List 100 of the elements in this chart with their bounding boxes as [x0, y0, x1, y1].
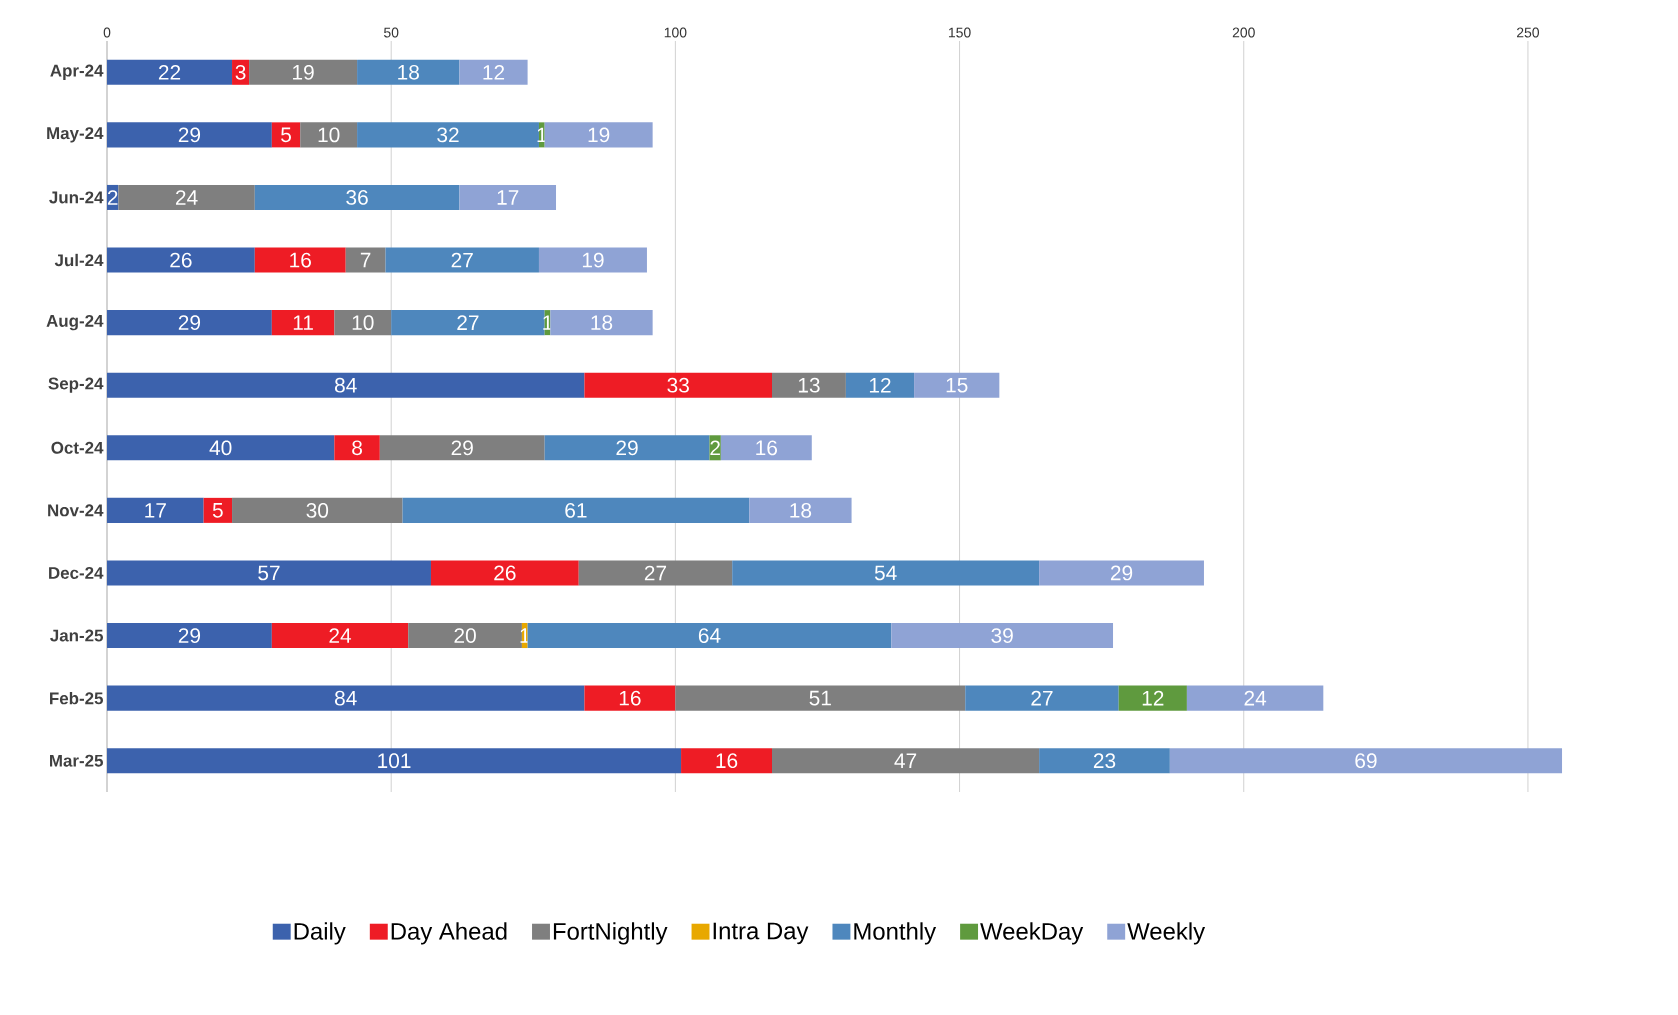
bar	[118, 184, 255, 210]
x-tick-label: 200	[1232, 27, 1255, 38]
data-label: 51	[809, 690, 831, 706]
data-label: 10	[352, 315, 374, 331]
data-label: 3	[235, 64, 246, 80]
data-label: 32	[437, 127, 459, 143]
bar	[675, 685, 966, 711]
data-label: 2	[710, 440, 720, 456]
bar	[1186, 685, 1324, 711]
data-label: 54	[874, 565, 897, 581]
y-tick-label: Dec-24	[49, 566, 104, 579]
data-label: 5	[281, 127, 291, 143]
data-label: 27	[644, 565, 667, 581]
legend-label: Day Ahead	[391, 922, 507, 945]
data-label: 84	[334, 690, 357, 706]
data-label: 84	[334, 377, 357, 393]
bar	[402, 497, 750, 523]
data-label: 29	[178, 127, 201, 143]
bar	[107, 247, 255, 273]
bar	[107, 122, 272, 148]
y-tick-label: Apr-24	[50, 64, 104, 80]
bar	[914, 372, 1000, 398]
bar	[391, 310, 545, 336]
bar	[430, 560, 579, 586]
bar	[749, 497, 852, 523]
bar	[544, 122, 653, 148]
bar	[544, 435, 710, 461]
data-label: 19	[582, 252, 604, 268]
y-tick-label: Sep-24	[48, 377, 104, 393]
bar	[271, 623, 409, 649]
bar	[527, 623, 892, 649]
bar	[578, 560, 733, 586]
data-label: 39	[991, 628, 1013, 643]
y-tick-label: Jan-25	[50, 629, 104, 642]
data-label: 12	[869, 377, 891, 393]
data-label: 57	[258, 565, 280, 581]
data-label: 64	[698, 628, 721, 643]
bar	[584, 685, 676, 711]
data-label: 18	[591, 315, 613, 331]
bar	[254, 247, 346, 273]
bar	[459, 184, 557, 210]
bar	[107, 310, 272, 336]
data-label: 18	[790, 502, 812, 518]
data-label: 26	[494, 565, 516, 581]
data-label: 22	[158, 64, 181, 80]
data-label: 17	[145, 503, 166, 518]
legend-label: Daily	[294, 922, 346, 945]
bar	[249, 59, 358, 85]
y-tick-label: Oct-24	[51, 441, 104, 454]
data-label: 27	[1031, 690, 1053, 706]
bar	[300, 122, 358, 148]
y-tick-label: Mar-25	[50, 754, 104, 767]
bar	[254, 184, 460, 210]
x-tick-label: 250	[1517, 27, 1540, 38]
bar	[271, 122, 301, 148]
y-tick-label: Feb-25	[50, 691, 104, 705]
bar	[1039, 560, 1204, 586]
data-label: 5	[212, 503, 223, 518]
bar	[107, 59, 233, 85]
bar	[107, 685, 585, 711]
data-label: 101	[378, 753, 411, 769]
bar	[107, 435, 335, 461]
bar	[709, 435, 721, 461]
bar	[584, 372, 772, 398]
data-label: 47	[894, 753, 917, 768]
bar	[107, 372, 585, 398]
bar	[357, 122, 539, 148]
bar	[1039, 748, 1170, 774]
data-label: 20	[454, 628, 476, 643]
y-tick-label: May-24	[47, 127, 104, 143]
bar	[1169, 748, 1563, 774]
bar	[107, 497, 204, 523]
bar	[845, 372, 915, 398]
x-tick-label: 0	[103, 27, 111, 38]
data-label: 24	[1244, 690, 1267, 706]
bar	[379, 435, 545, 461]
bar	[107, 748, 682, 774]
bar	[550, 310, 653, 336]
data-label: 40	[209, 440, 232, 456]
bar	[459, 59, 528, 85]
data-label: 27	[457, 315, 479, 330]
bar	[720, 435, 812, 461]
bar	[385, 247, 539, 273]
bar	[681, 748, 772, 774]
bar	[772, 372, 846, 398]
data-label: 24	[175, 190, 198, 205]
bar	[107, 560, 431, 586]
data-label: 7	[360, 252, 371, 268]
bar	[965, 685, 1119, 711]
data-label: 17	[497, 190, 519, 205]
bar	[203, 497, 233, 523]
bar	[107, 623, 272, 649]
data-label: 33	[667, 377, 689, 393]
data-label: 11	[293, 315, 313, 330]
y-tick-label: Nov-24	[48, 504, 104, 517]
data-label: 8	[352, 440, 362, 456]
data-label: 13	[798, 377, 820, 393]
data-label: 15	[946, 377, 968, 393]
legend-label: Intra Day	[713, 922, 809, 945]
x-tick-label: 50	[383, 27, 399, 38]
